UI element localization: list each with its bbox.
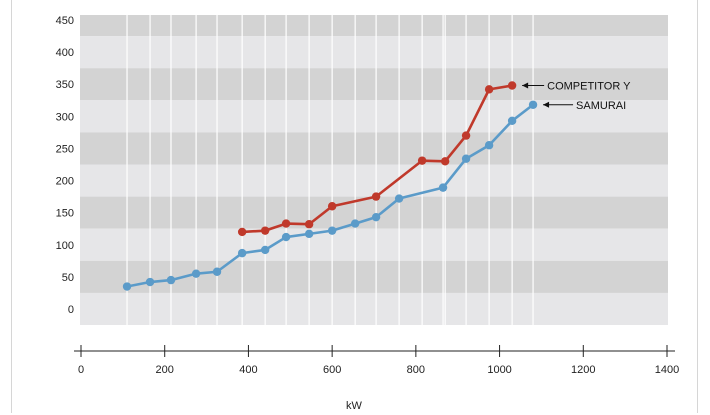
data-point-samurai	[145, 277, 155, 287]
series-line-samurai	[125, 103, 535, 288]
data-point-samurai	[166, 275, 176, 285]
y-tick-label: 400	[56, 47, 74, 59]
data-point-samurai	[507, 116, 517, 126]
series-group	[122, 81, 538, 291]
background-band	[80, 228, 668, 261]
y-tick-label: 0	[68, 304, 74, 316]
series-labels: COMPETITOR Y SAMURAI	[522, 81, 631, 112]
data-point-samurai	[438, 183, 448, 192]
data-point-competitor-y	[417, 156, 427, 165]
data-point-competitor-y	[461, 131, 471, 140]
data-point-samurai	[461, 154, 471, 163]
data-point-competitor-y	[281, 219, 291, 228]
background-band	[80, 68, 668, 101]
y-tick-label: 200	[56, 176, 74, 188]
data-point-competitor-y	[260, 226, 270, 235]
x-axis: 0 200 400 600 800 1000 1200 1400	[74, 345, 679, 376]
data-point-samurai	[394, 194, 404, 203]
data-point-competitor-y	[371, 192, 381, 201]
y-tick-label: 250	[56, 143, 74, 155]
y-tick-label: 50	[62, 272, 74, 284]
data-point-competitor-y	[304, 220, 314, 229]
data-point-competitor-y	[237, 227, 247, 237]
y-tick-label: 350	[56, 79, 74, 91]
y-axis-tick-labels: 0 50 100 150 200 250 300 350 400 450	[56, 15, 74, 316]
data-point-samurai	[122, 282, 132, 291]
x-tick-label: 400	[239, 364, 257, 376]
label-arrowhead-competitor-y	[522, 82, 529, 89]
x-tick-label: 0	[78, 364, 84, 376]
x-tick-label: 1400	[655, 364, 679, 376]
x-tick-label: 1000	[487, 364, 511, 376]
y-tick-label: 100	[56, 240, 74, 252]
series-label-samurai: SAMURAI	[576, 100, 626, 112]
y-tick-label: 300	[56, 111, 74, 123]
data-point-samurai	[484, 141, 494, 150]
background-bands	[80, 15, 668, 325]
background-band	[80, 132, 668, 165]
background-band	[80, 15, 668, 37]
y-tick-label: 150	[56, 208, 74, 220]
background-band	[80, 196, 668, 229]
background-band	[80, 260, 668, 293]
data-point-competitor-y	[327, 202, 337, 211]
x-tick-label: 600	[323, 364, 341, 376]
data-point-samurai	[528, 100, 538, 109]
x-tick-label: 800	[407, 364, 425, 376]
series-label-competitor-y: COMPETITOR Y	[547, 81, 631, 93]
data-point-samurai	[304, 229, 314, 239]
background-band	[80, 292, 668, 325]
data-point-samurai	[237, 248, 247, 258]
data-point-samurai	[260, 245, 270, 255]
y-tick-label: 450	[56, 15, 74, 27]
vertical-gridlines	[126, 15, 534, 325]
chart-frame	[11, 0, 698, 413]
background-band	[80, 100, 668, 133]
data-point-samurai	[191, 269, 201, 278]
x-tick-label: 200	[156, 364, 174, 376]
data-point-competitor-y	[440, 157, 450, 166]
data-point-samurai	[327, 226, 337, 235]
background-band	[80, 164, 668, 197]
x-axis-title: kW	[346, 400, 363, 412]
data-point-samurai	[212, 267, 222, 276]
data-point-competitor-y	[484, 85, 494, 94]
data-point-samurai	[371, 212, 381, 222]
x-tick-label: 1200	[571, 364, 595, 376]
label-arrowhead-samurai	[543, 101, 550, 108]
data-point-samurai	[281, 232, 291, 242]
data-point-samurai	[350, 219, 360, 228]
background-band	[80, 36, 668, 69]
data-point-competitor-y	[507, 81, 517, 90]
